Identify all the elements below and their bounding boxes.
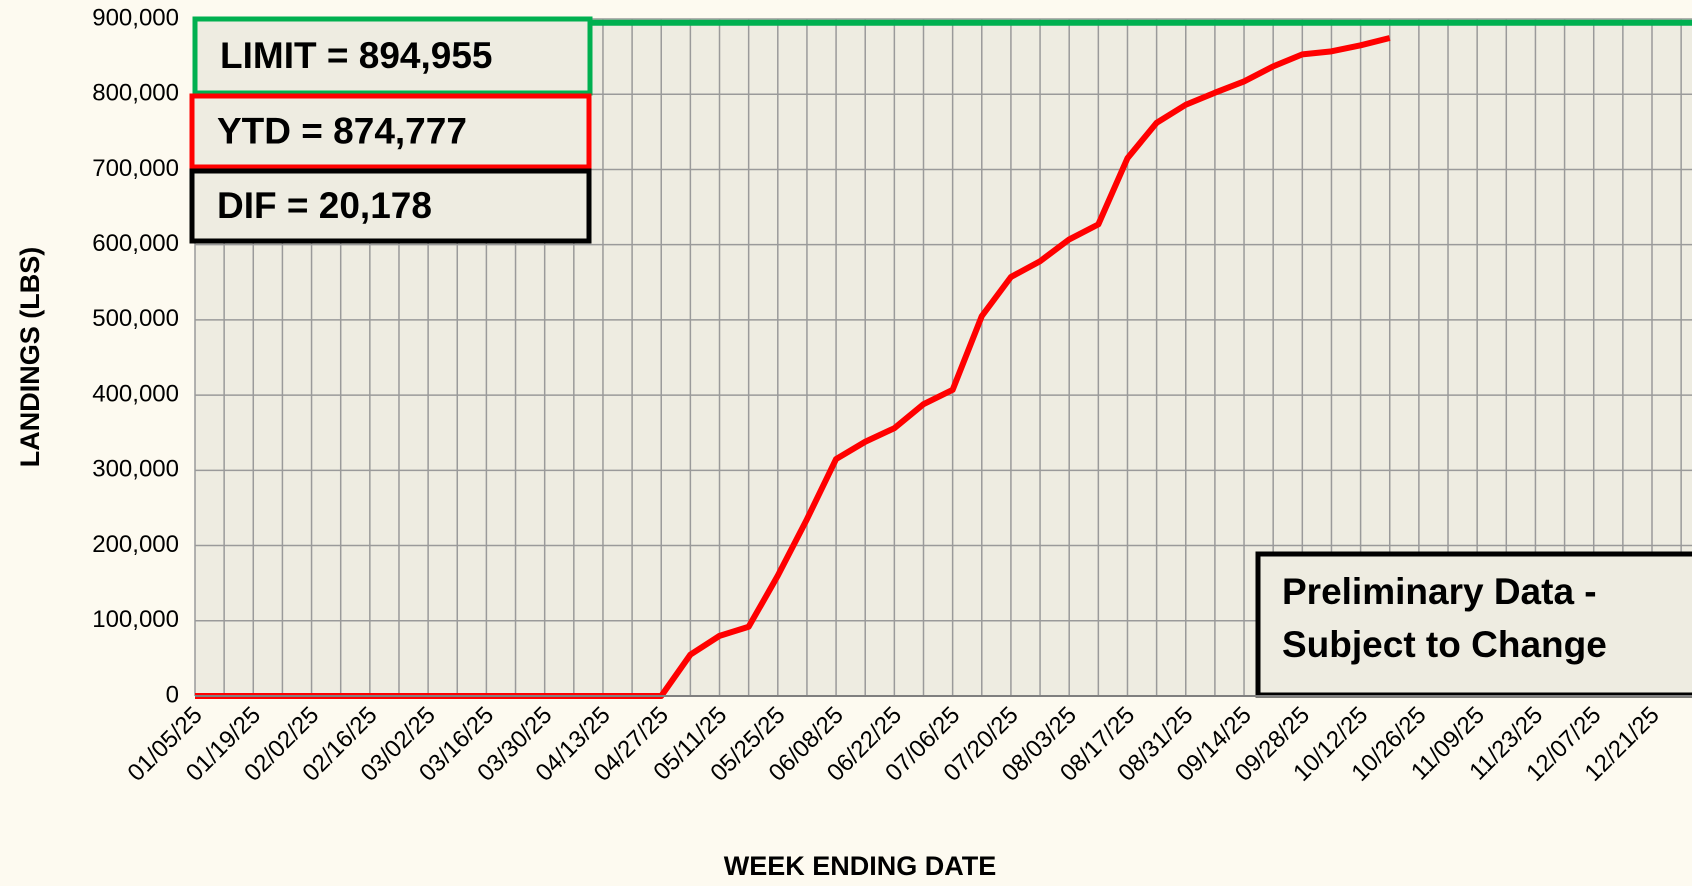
y-tick-label: 400,000	[92, 380, 179, 407]
grid	[194, 18, 1692, 697]
annotation-text: DIF = 20,178	[217, 185, 432, 226]
y-tick-label: 200,000	[92, 531, 179, 558]
annotation-box	[192, 16, 593, 96]
note-text: Preliminary Data -	[1282, 571, 1597, 612]
annotation-box	[189, 93, 592, 170]
y-tick-label: 100,000	[92, 606, 179, 633]
y-tick-label: 0	[166, 681, 179, 708]
y-tick-label: 600,000	[92, 230, 179, 257]
y-tick-label: 800,000	[92, 80, 179, 107]
y-tick-label: 700,000	[92, 155, 179, 182]
annotation-box	[189, 168, 592, 244]
annotation-text: LIMIT = 894,955	[220, 35, 493, 76]
y-axis-title: LANDINGS (LBS)	[15, 247, 45, 467]
note-text: Subject to Change	[1282, 624, 1607, 665]
x-axis-title: WEEK ENDING DATE	[724, 851, 997, 881]
y-tick-label: 500,000	[92, 305, 179, 332]
annotation-text: YTD = 874,777	[217, 110, 467, 151]
y-tick-label: 300,000	[92, 456, 179, 483]
y-tick-label: 900,000	[92, 4, 179, 31]
